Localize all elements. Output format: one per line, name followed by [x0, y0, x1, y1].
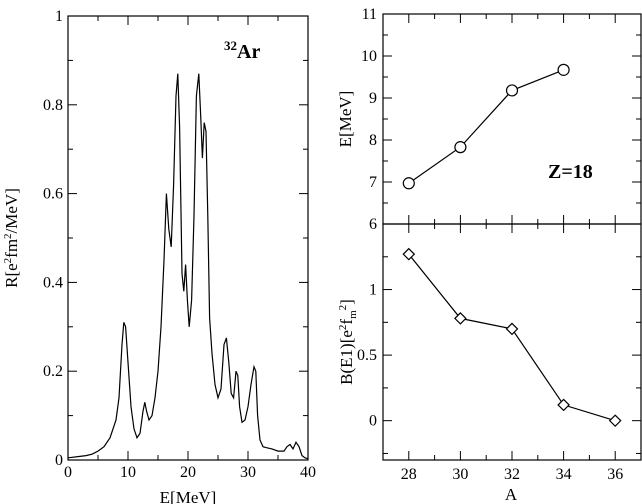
bottom-right-x-tick-label: 34 [556, 466, 572, 483]
excitation-energy-point [557, 63, 570, 76]
be1-strength-point [557, 398, 570, 412]
left-x-ticks: 0 10 20 30 40 [64, 16, 316, 481]
nucleus-annotation: 32Ar [224, 38, 260, 63]
left-y-tick-label: 0 [55, 452, 63, 469]
excitation-energy-line [408, 69, 564, 184]
bottom-right-x-tick-label: 32 [504, 466, 520, 483]
left-y-tick-label: 0.6 [43, 186, 63, 203]
left-x-axis-label: E[MeV] [160, 488, 217, 504]
top-right-y-tick-label: 8 [369, 132, 377, 149]
bottom-right-chart: 28 30 32 34 36 00.51 A B(E1)[e2fm2] [337, 223, 642, 504]
left-y-tick-label: 0.2 [43, 363, 63, 380]
left-x-tick-label: 20 [180, 464, 196, 481]
bottom-right-plot-frame [382, 223, 642, 461]
left-y-axis-label: R[e2fm2/MeV] [2, 188, 21, 288]
be1-strength-line [408, 253, 616, 422]
top-right-x-ticks [408, 14, 616, 224]
be1-strength-point [402, 247, 416, 261]
top-right-y-tick-label: 10 [361, 48, 377, 65]
bottom-right-x-ticks: 28 30 32 34 36 [401, 224, 623, 483]
excitation-energy-point [402, 177, 415, 190]
left-strength-curve [67, 73, 309, 460]
be1-strength-point [454, 312, 467, 325]
top-right-y-tick-label: 9 [369, 90, 377, 107]
left-y-tick-label: 0.4 [43, 274, 63, 291]
bottom-right-x-axis-label: A [505, 485, 518, 504]
top-right-y-tick-label: 7 [369, 174, 377, 191]
bottom-right-y-tick-label: 1 [369, 282, 377, 299]
bottom-right-x-tick-label: 36 [607, 466, 623, 483]
bottom-right-y-tick-label: 0 [369, 413, 377, 430]
left-y-tick-label: 1 [55, 8, 63, 25]
top-right-y-tick-label: 11 [362, 6, 377, 23]
left-chart: 0 10 20 30 40 0 0.2 0.4 0.6 0.8 1 E[MeV] R[e2fm2/… [2, 8, 316, 504]
top-right-y-axis-label: E[MeV] [336, 91, 355, 148]
be1-strength-point [505, 322, 519, 336]
be1-strength-point [608, 414, 622, 428]
left-plot-frame [67, 15, 309, 461]
top-right-chart: 6 7 8 9 10 11 E[MeV] Z=18 [336, 6, 642, 233]
left-y-tick-label: 0.8 [43, 97, 63, 114]
bottom-right-y-ticks: 00.51 [357, 256, 641, 454]
left-x-tick-label: 10 [120, 464, 136, 481]
excitation-energy-point [454, 141, 467, 154]
bottom-right-x-tick-label: 28 [401, 466, 417, 483]
excitation-energy-markers [402, 63, 570, 190]
top-right-y-ticks: 6 7 8 9 10 11 [361, 6, 641, 233]
top-right-y-tick-label: 6 [369, 216, 377, 233]
be1-strength-markers [402, 247, 622, 428]
left-x-tick-label: 0 [64, 464, 72, 481]
excitation-energy-point [505, 84, 519, 97]
top-right-plot-frame [382, 13, 642, 225]
bottom-right-x-tick-label: 30 [452, 466, 468, 483]
bottom-right-y-axis-label: B(E1)[e2fm2] [337, 299, 359, 385]
proton-number-annotation: Z=18 [548, 161, 593, 183]
left-x-tick-label: 40 [300, 464, 316, 481]
left-y-ticks: 0 0.2 0.4 0.6 0.8 1 [43, 8, 308, 469]
left-x-tick-label: 30 [240, 464, 256, 481]
bottom-right-y-tick-label: 0.5 [357, 347, 377, 364]
